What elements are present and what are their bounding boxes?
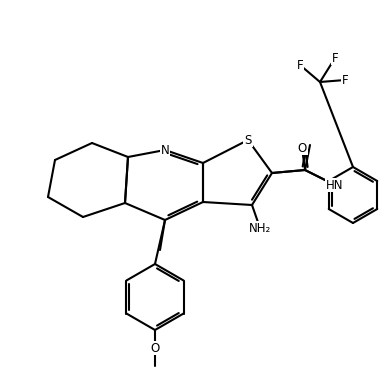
Text: O: O (297, 141, 307, 154)
Text: F: F (342, 74, 348, 87)
Text: N: N (161, 144, 170, 157)
Text: HN: HN (326, 179, 344, 192)
Text: F: F (297, 58, 303, 71)
Text: F: F (332, 51, 338, 64)
Text: NH₂: NH₂ (249, 221, 271, 234)
Text: O: O (151, 341, 159, 355)
Text: S: S (244, 134, 252, 147)
